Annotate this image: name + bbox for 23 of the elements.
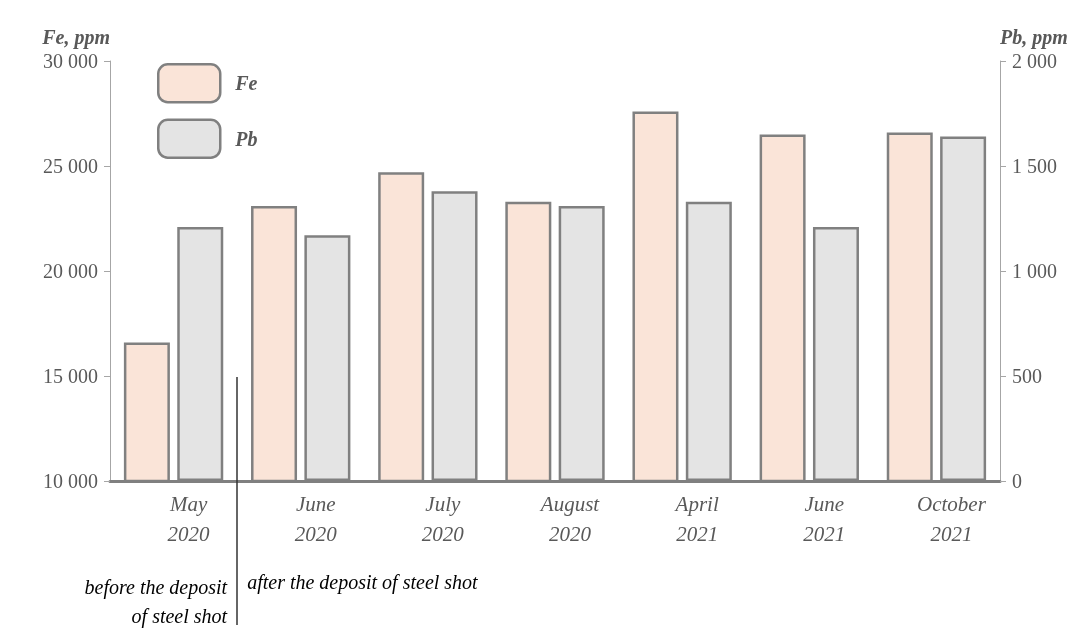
y-tick-label: 25 000 [43,155,98,177]
y2-tick-label: 1 500 [1012,155,1057,177]
x-tick-label: August 2020 [538,492,601,546]
y-tick-label: 20 000 [43,260,98,282]
y2-axis-title: Pb, ppm [999,26,1068,49]
y-tick-label: 30 000 [43,50,98,72]
text: before the deposit of steel shot [84,575,228,628]
y2-tick-label: 0 [1012,470,1022,492]
legend-label: Fe [234,72,258,95]
legend-label: Pb [234,127,258,150]
x-tick-label: October 2021 [917,492,987,546]
y2-tick-label: 2 000 [1012,50,1057,72]
y-axis-title: Fe, ppm [41,26,110,49]
x-tick-label: April 2021 [673,492,719,546]
y2-tick-label: 500 [1012,365,1042,387]
x-tick-label: July 2020 [421,492,465,546]
text: after the deposit of steel shot [247,571,479,594]
y-tick-label: 15 000 [43,365,98,387]
x-tick-label: June 2021 [803,492,846,546]
x-tick-label: May 2020 [167,492,211,546]
x-tick-label: June 2020 [294,492,338,546]
y2-tick-label: 1 000 [1012,260,1057,282]
y-tick-label: 10 000 [43,470,98,492]
